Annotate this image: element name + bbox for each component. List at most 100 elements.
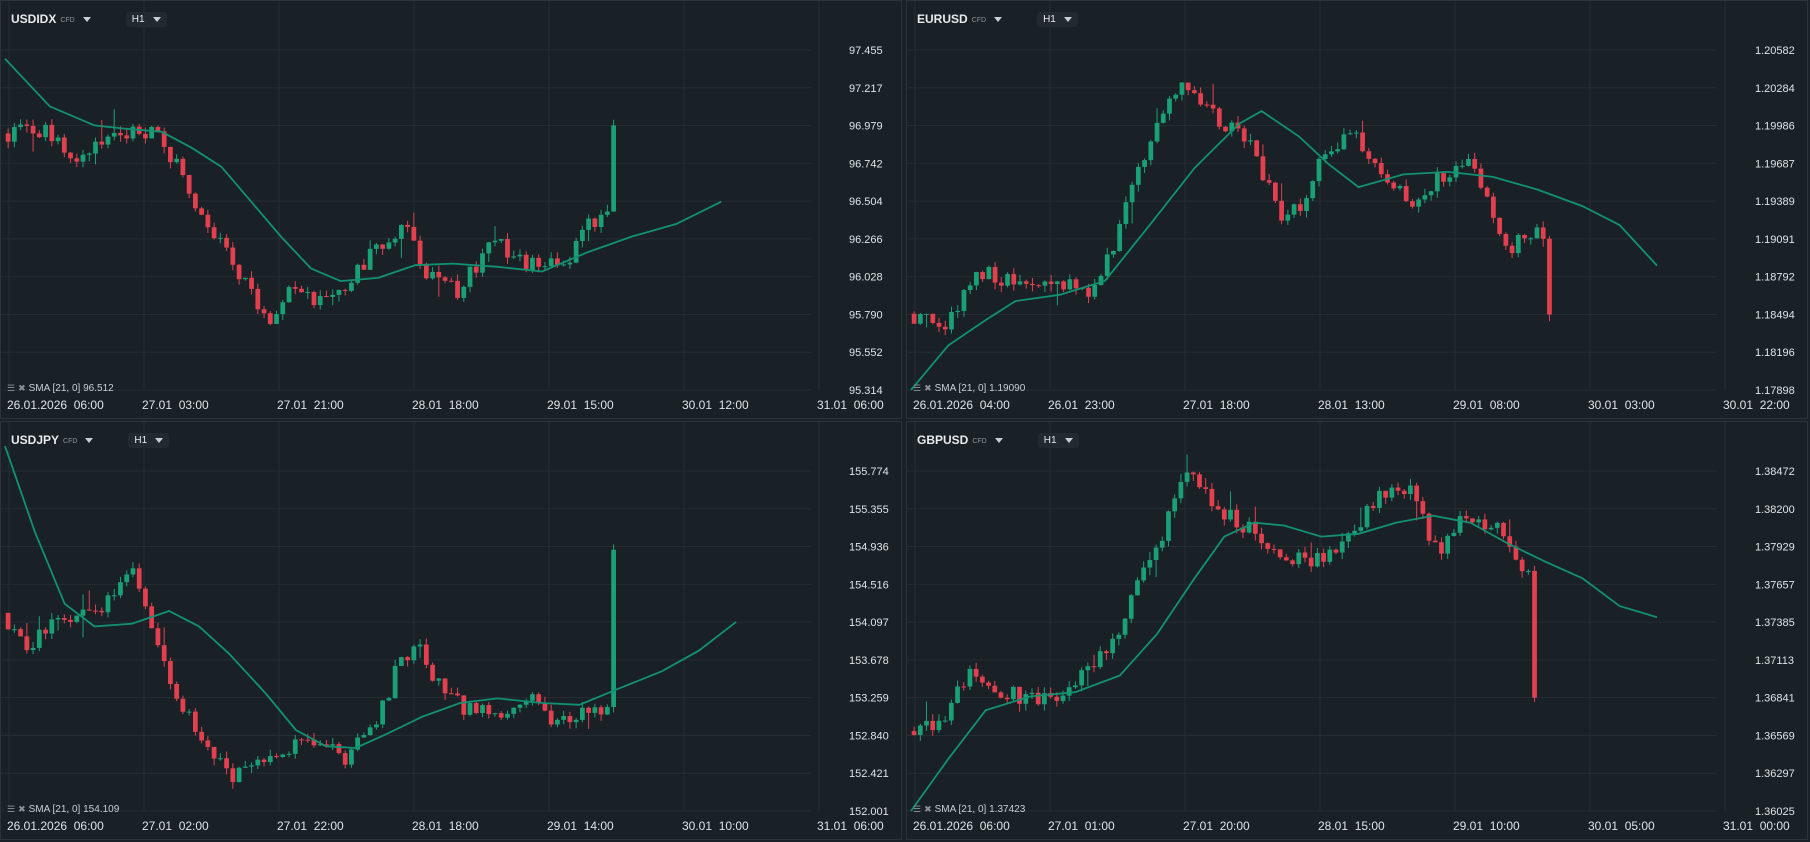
candle-body	[5, 133, 11, 142]
candle-body	[930, 720, 936, 731]
chart-panel-usdjpy[interactable]: 155.774 155.355 154.936 154.516 154.097 153.6…	[0, 421, 902, 840]
close-icon[interactable]: ✖	[924, 383, 932, 393]
x-tick-label: 26.01.2026 06:00	[913, 819, 1010, 833]
candle-body	[598, 707, 604, 715]
y-tick-label: 155.774	[849, 466, 889, 478]
chevron-down-icon[interactable]	[994, 437, 1003, 443]
symbol-name[interactable]: GBPUSD	[917, 433, 969, 447]
candle-body	[324, 295, 329, 297]
list-icon[interactable]: ☰	[913, 804, 922, 814]
chart-header: EURUSD CFD H1	[917, 10, 1078, 28]
candle-body	[193, 193, 198, 209]
candle-body	[1532, 570, 1537, 698]
close-icon[interactable]: ✖	[924, 804, 932, 814]
candle-body	[530, 694, 535, 701]
candle-body	[911, 313, 917, 324]
candle-body	[186, 711, 192, 713]
candle-body	[505, 239, 510, 258]
candle-body	[1310, 181, 1316, 199]
candle-body	[186, 175, 192, 194]
candle-body	[105, 595, 111, 613]
candle-body	[1395, 487, 1401, 491]
symbol-name[interactable]: USDJPY	[11, 433, 60, 447]
candle-body	[74, 158, 80, 162]
candle-body	[1104, 651, 1109, 654]
candle-body	[480, 705, 485, 713]
chart-panel-usdidx[interactable]: 97.455 97.217 96.979 96.742 96.504 96.266 96.0…	[0, 0, 902, 419]
candle-body	[168, 661, 173, 684]
candle-body	[423, 264, 429, 279]
y-tick-label: 95.552	[849, 347, 883, 359]
candle-body	[1073, 685, 1078, 688]
candle-body	[405, 657, 410, 661]
symbol-name[interactable]: USDIDX	[11, 12, 57, 26]
candle-body	[1327, 549, 1333, 562]
price-chart[interactable]: 155.774 155.355 154.936 154.516 154.097 153.6…	[1, 422, 902, 840]
chevron-down-icon[interactable]	[82, 16, 91, 22]
candle-body	[1463, 516, 1469, 519]
candle-body	[1534, 227, 1540, 239]
candle-body	[1377, 490, 1382, 508]
candle-body	[498, 239, 504, 241]
x-tick-label: 27.01 02:00	[142, 819, 209, 833]
chevron-down-icon[interactable]	[994, 16, 1003, 22]
y-tick-label: 95.790	[849, 309, 883, 321]
candle-body	[1378, 163, 1384, 175]
chevron-down-icon[interactable]	[85, 437, 94, 443]
list-icon[interactable]: ☰	[913, 383, 922, 393]
candle-body	[1519, 559, 1525, 572]
timeframe-select[interactable]: H1	[1037, 432, 1079, 448]
candle-body	[1111, 250, 1116, 255]
candle-body	[30, 125, 36, 134]
sma-label: SMA [21, 0]	[28, 804, 81, 815]
candle-body	[61, 618, 67, 620]
candle-body	[1173, 94, 1179, 99]
candle-body	[1296, 552, 1302, 565]
close-icon[interactable]: ✖	[18, 383, 26, 393]
candle-body	[267, 756, 273, 763]
candle-body	[274, 314, 279, 324]
y-tick-label: 1.38200	[1755, 504, 1795, 516]
candle-body	[280, 302, 286, 315]
timeframe-select[interactable]: H1	[1037, 11, 1078, 27]
close-icon[interactable]: ✖	[18, 804, 26, 814]
chart-panel-gbpusd[interactable]: 1.38472 1.38200 1.37929 1.37657 1.37385 1.371…	[906, 421, 1808, 840]
list-icon[interactable]: ☰	[7, 383, 16, 393]
sma-line	[910, 110, 1658, 391]
candle-body	[1129, 184, 1135, 203]
sma-value: 1.37423	[989, 804, 1026, 815]
y-tick-label: 96.979	[849, 121, 883, 133]
candle-body	[1198, 93, 1204, 105]
candle-body	[567, 716, 573, 723]
candle-body	[1271, 548, 1277, 550]
candle-body	[211, 746, 217, 759]
y-tick-label: 1.18196	[1755, 347, 1795, 359]
candle-body	[611, 549, 616, 708]
candle-body	[936, 720, 942, 731]
price-chart[interactable]: 1.38472 1.38200 1.37929 1.37657 1.37385 1.371…	[907, 422, 1808, 840]
timeframe-select[interactable]: H1	[128, 432, 170, 448]
price-chart[interactable]: 97.455 97.217 96.979 96.742 96.504 96.266 96.0…	[1, 1, 902, 419]
list-icon[interactable]: ☰	[7, 804, 16, 814]
timeframe-select[interactable]: H1	[125, 11, 167, 27]
candle-body	[255, 759, 261, 766]
price-chart[interactable]: 1.20582 1.20284 1.19986 1.19687 1.19389 1.190…	[907, 1, 1808, 419]
chart-panel-eurusd[interactable]: 1.20582 1.20284 1.19986 1.19687 1.19389 1.190…	[906, 0, 1808, 419]
candle-body	[86, 609, 92, 611]
candle-body	[1209, 488, 1215, 507]
grid-lines	[1, 422, 820, 812]
candle-body	[973, 668, 979, 677]
candle-body	[1428, 191, 1434, 196]
candle-body	[604, 211, 610, 215]
candle-body	[1547, 238, 1552, 315]
candle-body	[1204, 104, 1210, 106]
candle-body	[330, 744, 336, 746]
candle-body	[1172, 498, 1178, 512]
y-tick-label: 1.19389	[1755, 196, 1795, 208]
chevron-down-icon	[1064, 437, 1073, 443]
symbol-name[interactable]: EURUSD	[917, 12, 968, 26]
candle-body	[1364, 505, 1370, 528]
candle-body	[118, 582, 123, 596]
candle-body	[1184, 472, 1190, 482]
candle-body	[61, 137, 67, 153]
